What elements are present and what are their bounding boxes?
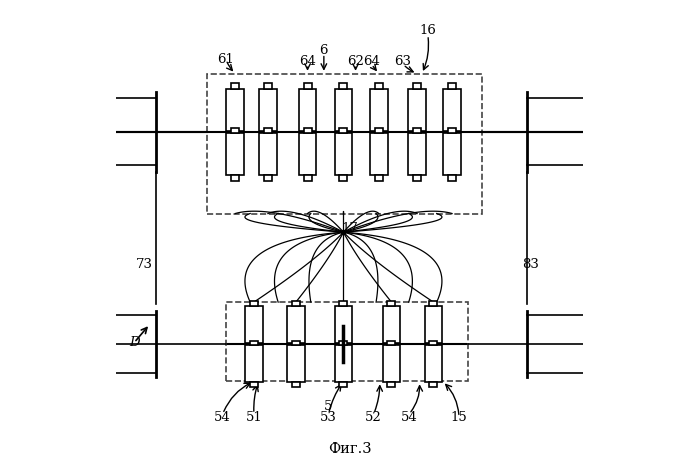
Bar [340,128,347,133]
Text: Фиг.3: Фиг.3 [328,442,371,456]
Bar [303,128,312,133]
Text: 52: 52 [366,411,382,424]
Bar [387,343,396,348]
Bar [335,89,352,130]
Bar [408,89,426,130]
Bar [264,130,272,136]
Bar [287,306,305,343]
Bar [264,175,272,181]
Bar [382,346,401,382]
Bar [208,74,482,213]
Bar [443,89,461,130]
Bar [231,130,239,136]
Bar [226,133,244,175]
Bar [413,130,421,136]
Bar [231,175,239,181]
Bar [335,133,352,175]
Bar [264,128,272,133]
Bar [292,301,300,306]
Text: 17: 17 [341,222,358,235]
Bar [335,306,352,343]
Bar [303,130,312,136]
Bar [429,301,438,306]
Bar [340,83,347,89]
Text: 83: 83 [522,258,539,271]
Text: 73: 73 [136,258,153,271]
Bar [303,83,312,89]
Bar [429,343,438,348]
Bar [387,382,396,387]
Bar [250,343,258,348]
Bar [382,306,401,343]
Bar [298,89,317,130]
Bar [340,382,347,387]
Bar [226,89,244,130]
Text: 53: 53 [320,411,337,424]
Bar [340,301,347,306]
Text: 5: 5 [324,400,333,413]
Text: D: D [129,336,139,349]
Bar [370,89,388,130]
Bar [448,175,456,181]
Text: 6: 6 [319,44,328,57]
Bar [429,382,438,387]
Bar [259,89,277,130]
Bar [231,128,239,133]
Bar [370,133,388,175]
Bar [231,83,239,89]
Bar [259,133,277,175]
Bar [408,133,426,175]
Bar [387,340,396,346]
Bar [387,301,396,306]
Text: 64: 64 [299,54,316,68]
Bar [292,382,300,387]
Text: 51: 51 [245,411,262,424]
Text: 15: 15 [451,411,468,424]
Bar [375,83,383,89]
Bar [340,175,347,181]
Bar [250,382,258,387]
Bar [424,306,442,343]
Bar [448,83,456,89]
Bar [226,302,468,381]
Bar [375,128,383,133]
Bar [335,346,352,382]
Bar [287,346,305,382]
Text: 63: 63 [395,54,412,68]
Bar [303,175,312,181]
Bar [340,343,347,348]
Bar [340,130,347,136]
Bar [250,340,258,346]
Bar [292,343,300,348]
Bar [375,130,383,136]
Bar [413,175,421,181]
Text: 64: 64 [363,54,380,68]
Bar [245,306,263,343]
Text: 61: 61 [217,53,234,66]
Bar [448,128,456,133]
Bar [429,340,438,346]
Bar [340,340,347,346]
Text: 16: 16 [419,24,436,37]
Text: 62: 62 [347,54,364,68]
Bar [375,175,383,181]
Text: 54: 54 [215,411,231,424]
Bar [298,133,317,175]
Bar [448,130,456,136]
Bar [292,340,300,346]
Bar [424,346,442,382]
Bar [413,128,421,133]
Bar [250,301,258,306]
Bar [443,133,461,175]
Bar [264,83,272,89]
Bar [413,83,421,89]
Bar [245,346,263,382]
Text: 54: 54 [401,411,417,424]
